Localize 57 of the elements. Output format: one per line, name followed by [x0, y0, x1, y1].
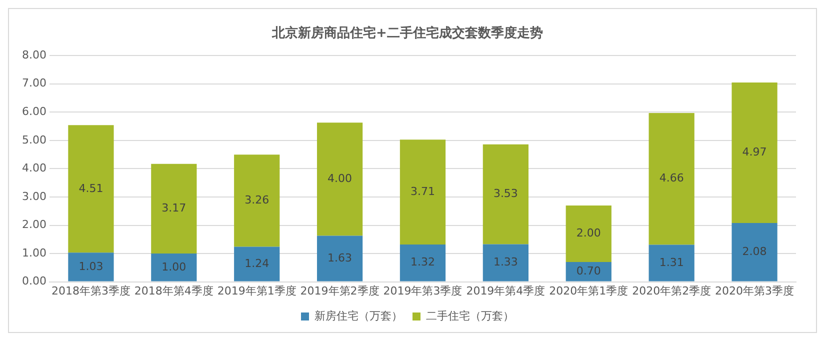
x-tick-label: 2019年第1季度 — [217, 284, 296, 298]
data-label: 3.53 — [493, 187, 518, 200]
y-tick-label: 3.00 — [22, 190, 46, 203]
x-tick-label: 2020年第1季度 — [549, 284, 628, 298]
data-label: 3.71 — [410, 184, 435, 198]
bar — [400, 140, 446, 244]
data-label: 4.51 — [78, 182, 104, 195]
chart-title: 北京新房商品住宅+二手住宅成交套数季度走势 — [271, 25, 543, 42]
data-label: 3.17 — [162, 202, 186, 215]
y-tick-label: 6.00 — [22, 105, 46, 118]
bar — [234, 246, 280, 282]
y-tick-label: 4.00 — [22, 162, 46, 175]
x-tick-label: 2019年第4季度 — [466, 284, 546, 298]
legend-label: 新房住宅（万套） — [314, 309, 402, 322]
data-label: 1.03 — [78, 260, 104, 273]
data-label: 1.31 — [659, 256, 684, 269]
x-tick-label: 2020年第3季度 — [715, 284, 794, 298]
data-label: 2.08 — [742, 245, 767, 258]
data-label: 4.00 — [328, 172, 352, 186]
data-label: 1.24 — [244, 256, 270, 270]
y-tick-label: 5.00 — [22, 133, 46, 146]
bar — [648, 113, 694, 245]
y-tick-label: 2.00 — [22, 218, 46, 232]
data-label: 0.70 — [576, 264, 601, 278]
bar — [400, 244, 446, 282]
bar — [482, 244, 528, 282]
data-label: 4.97 — [742, 146, 767, 159]
data-label: 1.33 — [493, 256, 518, 269]
data-label: 2.00 — [576, 226, 601, 240]
bar — [68, 125, 114, 253]
bar — [316, 122, 363, 236]
bar — [732, 82, 778, 223]
y-tick-label: 8.00 — [22, 48, 46, 62]
bar — [151, 254, 197, 282]
legend-label: 二手住宅（万套） — [426, 309, 514, 322]
data-label: 1.63 — [328, 251, 352, 264]
bar — [732, 222, 778, 282]
bar — [482, 144, 528, 244]
x-tick-label: 2019年第2季度 — [300, 284, 380, 298]
bar — [648, 244, 694, 282]
y-tick-label: 0.00 — [22, 274, 46, 288]
bar — [566, 205, 612, 262]
x-tick-label: 2018年第3季度 — [51, 284, 130, 298]
x-tick-label: 2020年第2季度 — [632, 284, 712, 298]
x-tick-label: 2018年第4季度 — [134, 284, 214, 298]
y-tick-label: 7.00 — [22, 76, 46, 90]
bar — [68, 252, 114, 282]
y-tick-label: 1.00 — [22, 246, 46, 260]
bar — [234, 154, 280, 247]
data-label: 4.66 — [659, 172, 684, 185]
data-label: 3.26 — [244, 194, 270, 207]
data-label: 1.32 — [410, 256, 435, 269]
bar — [151, 164, 197, 254]
x-tick-label: 2019年第3季度 — [383, 284, 462, 298]
data-label: 1.00 — [162, 260, 186, 274]
bar — [566, 262, 612, 282]
bar — [316, 236, 363, 282]
